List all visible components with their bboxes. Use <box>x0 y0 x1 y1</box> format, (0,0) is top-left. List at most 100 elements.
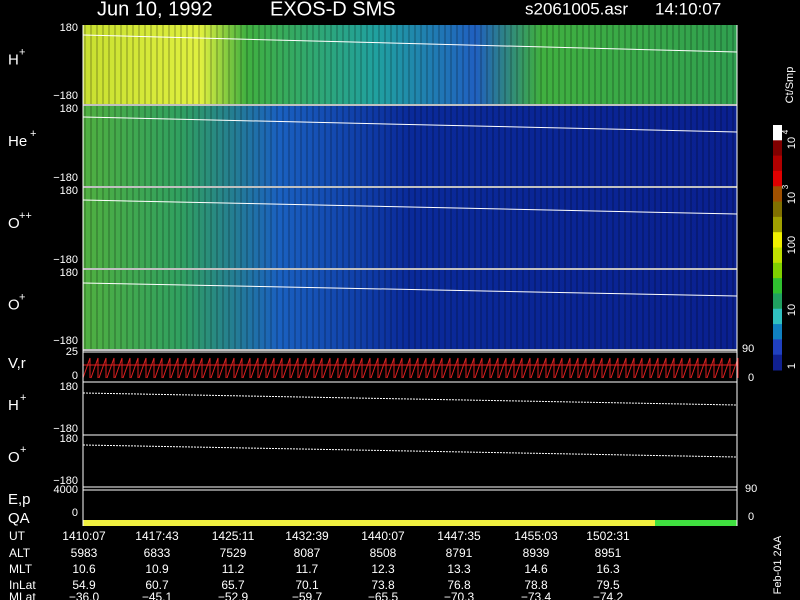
colorbar-segment <box>773 186 782 203</box>
y-tick-label: 25 <box>66 346 78 358</box>
row-label: InLat <box>9 578 36 592</box>
cell: −74.2 <box>593 590 624 600</box>
velocity-trace <box>634 357 643 379</box>
panel-label-sup: + <box>19 291 25 303</box>
y-tick-label: 180 <box>60 433 78 445</box>
cell: 11.7 <box>296 562 319 576</box>
cell: 6833 <box>144 546 171 560</box>
y-tick-label: −180 <box>53 335 78 347</box>
file-name: s2061005.asr <box>525 0 628 18</box>
cell: −59.7 <box>292 590 323 600</box>
cell: 13.3 <box>447 562 471 576</box>
trace <box>82 199 738 215</box>
cell: 1417:43 <box>135 529 179 543</box>
row-label: ALT <box>9 546 31 560</box>
velocity-trace <box>362 357 371 379</box>
colorbar-segment <box>773 293 782 310</box>
y2-tick-label: 0 <box>748 511 754 523</box>
cell: 54.9 <box>72 578 96 592</box>
velocity-trace <box>642 357 651 379</box>
velocity-trace <box>442 357 451 379</box>
velocity-trace <box>154 357 163 379</box>
velocity-trace <box>482 357 491 379</box>
y2-tick-label: 90 <box>745 483 757 495</box>
panel-label-sup: + <box>20 392 26 404</box>
cell: −70.3 <box>444 590 475 600</box>
velocity-trace <box>274 357 283 379</box>
velocity-trace <box>626 357 635 379</box>
panel-label-sup: + <box>20 444 26 456</box>
panel-label: O <box>8 449 20 466</box>
y-tick-label: 180 <box>60 267 78 279</box>
velocity-trace <box>138 357 147 379</box>
velocity-trace <box>578 357 587 379</box>
velocity-trace <box>170 357 179 379</box>
velocity-trace <box>538 357 547 379</box>
spectrogram-texture <box>83 25 737 104</box>
velocity-trace <box>354 357 363 379</box>
y-tick-label: 180 <box>60 22 78 34</box>
velocity-trace <box>186 357 195 379</box>
velocity-trace <box>570 357 579 379</box>
velocity-trace <box>530 357 539 379</box>
velocity-trace <box>242 357 251 379</box>
trace <box>82 444 738 458</box>
colorbar-label: 10 <box>786 304 798 316</box>
panel-label-sup: + <box>30 128 36 140</box>
y-tick-label: 180 <box>60 185 78 197</box>
cell: −45.1 <box>142 590 173 600</box>
velocity-trace <box>698 357 707 379</box>
row-label: UT <box>9 529 26 543</box>
spectrogram-texture <box>83 188 737 268</box>
trace <box>82 34 738 53</box>
velocity-trace <box>330 357 339 379</box>
panel-label: QA <box>8 510 30 527</box>
colorbar-segment <box>773 155 782 172</box>
velocity-trace <box>122 357 131 379</box>
velocity-trace <box>178 357 187 379</box>
colorbar-unit: Ct/Smp <box>784 67 796 104</box>
velocity-trace <box>498 357 507 379</box>
velocity-trace <box>282 357 291 379</box>
velocity-trace <box>378 357 387 379</box>
colorbar-segment <box>773 339 782 356</box>
panel-label: O <box>8 296 20 313</box>
cell: 65.7 <box>221 578 245 592</box>
velocity-trace <box>82 357 91 379</box>
velocity-trace <box>690 357 699 379</box>
cell: 8087 <box>294 546 321 560</box>
velocity-trace <box>338 357 347 379</box>
velocity-trace <box>458 357 467 379</box>
velocity-trace <box>114 357 123 379</box>
cell: 1432:39 <box>285 529 329 543</box>
panel-label: H <box>8 51 19 68</box>
cell: 1440:07 <box>361 529 405 543</box>
cell: −65.5 <box>368 590 399 600</box>
quality-bar <box>655 520 737 526</box>
velocity-trace <box>386 357 395 379</box>
panel-label: E,p <box>8 491 31 508</box>
cell: 60.7 <box>145 578 169 592</box>
cell: 1455:03 <box>514 529 558 543</box>
velocity-trace <box>90 357 99 379</box>
trace <box>82 282 738 297</box>
y-tick-label: 0 <box>72 507 78 519</box>
velocity-trace <box>218 357 227 379</box>
velocity-trace <box>650 357 659 379</box>
file-time: 14:10:07 <box>655 0 721 18</box>
velocity-trace <box>586 357 595 379</box>
colorbar-label: 1 <box>786 363 798 369</box>
panel-label: He <box>8 133 27 150</box>
cell: 8951 <box>595 546 622 560</box>
velocity-trace <box>602 357 611 379</box>
velocity-trace <box>410 357 419 379</box>
y-tick-label: −180 <box>53 254 78 266</box>
velocity-trace <box>162 357 171 379</box>
colorbar-segment <box>773 262 782 279</box>
velocity-trace <box>666 357 675 379</box>
velocity-trace <box>554 357 563 379</box>
cell: 73.8 <box>371 578 395 592</box>
velocity-trace <box>594 357 603 379</box>
spectrogram-texture <box>83 270 737 349</box>
